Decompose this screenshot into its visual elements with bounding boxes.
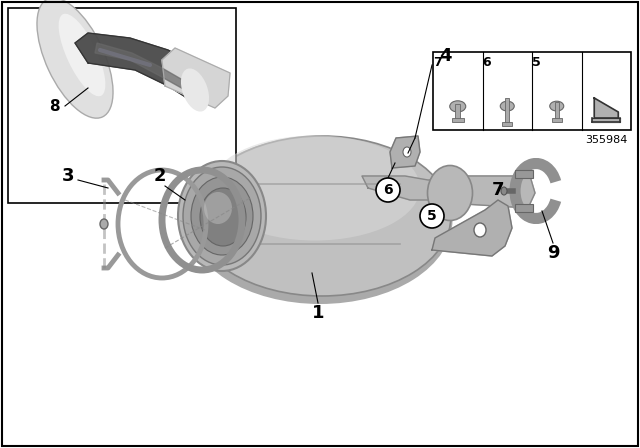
Ellipse shape <box>178 161 266 271</box>
Bar <box>515 170 533 178</box>
Circle shape <box>376 178 400 202</box>
Ellipse shape <box>450 101 466 112</box>
Bar <box>452 118 464 122</box>
Ellipse shape <box>428 165 472 220</box>
Text: 7: 7 <box>434 56 442 69</box>
Polygon shape <box>162 48 230 108</box>
Ellipse shape <box>59 14 106 96</box>
Ellipse shape <box>210 135 420 241</box>
Bar <box>552 118 561 122</box>
Text: 8: 8 <box>49 99 60 113</box>
Text: 6: 6 <box>482 56 491 69</box>
Text: 4: 4 <box>439 47 451 65</box>
Text: 3: 3 <box>61 167 74 185</box>
Ellipse shape <box>220 187 236 197</box>
Ellipse shape <box>193 136 451 296</box>
Ellipse shape <box>474 223 486 237</box>
Text: 6: 6 <box>383 183 393 197</box>
Text: 2: 2 <box>154 167 166 185</box>
Text: 1: 1 <box>312 304 324 322</box>
Ellipse shape <box>403 147 411 157</box>
Ellipse shape <box>37 0 113 118</box>
Ellipse shape <box>220 233 236 243</box>
Polygon shape <box>432 200 512 256</box>
Circle shape <box>420 204 444 228</box>
Ellipse shape <box>100 219 108 229</box>
Bar <box>433 52 631 130</box>
Bar <box>505 98 509 124</box>
Ellipse shape <box>550 101 564 111</box>
Text: 9: 9 <box>547 244 559 262</box>
Polygon shape <box>362 176 452 208</box>
Ellipse shape <box>500 101 515 111</box>
Polygon shape <box>95 43 188 90</box>
Ellipse shape <box>188 136 452 304</box>
Ellipse shape <box>191 177 253 255</box>
Ellipse shape <box>183 167 261 265</box>
Bar <box>455 104 460 120</box>
Text: 5: 5 <box>427 209 437 223</box>
Bar <box>555 102 559 120</box>
Ellipse shape <box>204 192 232 224</box>
Text: 7: 7 <box>492 181 504 199</box>
Ellipse shape <box>181 69 209 112</box>
Bar <box>502 122 512 126</box>
Text: 355984: 355984 <box>586 135 628 145</box>
Text: 5: 5 <box>532 56 540 69</box>
Polygon shape <box>592 118 620 122</box>
Ellipse shape <box>200 188 246 246</box>
Polygon shape <box>595 98 618 118</box>
Bar <box>515 204 533 212</box>
Polygon shape <box>390 136 420 168</box>
Polygon shape <box>75 33 210 103</box>
Ellipse shape <box>501 187 507 195</box>
Bar <box>8 8 236 203</box>
Polygon shape <box>445 176 535 208</box>
